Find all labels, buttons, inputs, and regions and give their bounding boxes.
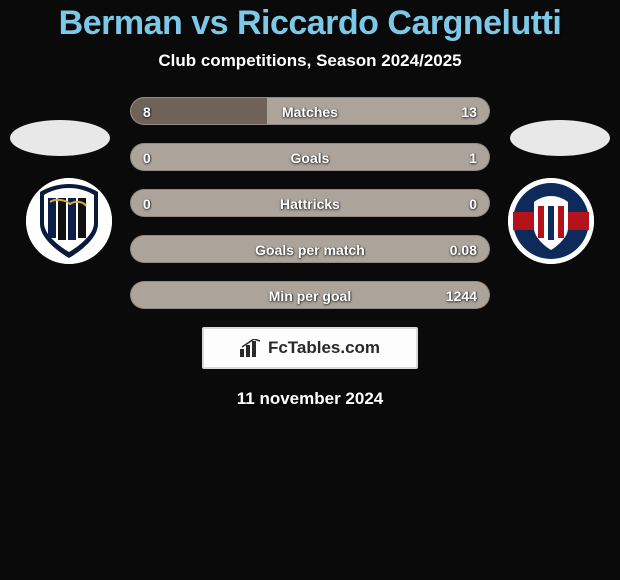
stat-row: Min per goal1244 <box>130 281 490 309</box>
brand-badge[interactable]: FcTables.com <box>202 327 418 369</box>
stat-row: Goals per match0.08 <box>130 235 490 263</box>
stat-label: Hattricks <box>131 190 489 217</box>
club-crest-right <box>508 178 594 264</box>
stat-row: 0Goals1 <box>130 143 490 171</box>
page-title: Berman vs Riccardo Cargnelutti <box>0 4 620 43</box>
stat-right-value: 1244 <box>446 282 477 309</box>
stat-label: Goals per match <box>131 236 489 263</box>
stat-row: 8Matches13 <box>130 97 490 125</box>
crotone-crest-icon <box>508 178 594 264</box>
subtitle: Club competitions, Season 2024/2025 <box>0 51 620 71</box>
flag-left <box>10 120 110 156</box>
stat-right-value: 1 <box>469 144 477 171</box>
stat-label: Matches <box>131 98 489 125</box>
stat-row: 0Hattricks0 <box>130 189 490 217</box>
bar-chart-icon <box>240 339 262 357</box>
stat-label: Min per goal <box>131 282 489 309</box>
stat-right-value: 0.08 <box>450 236 477 263</box>
comparison-card: Berman vs Riccardo Cargnelutti Club comp… <box>0 0 620 580</box>
stats-table: 8Matches130Goals10Hattricks0Goals per ma… <box>130 97 490 309</box>
brand-text: FcTables.com <box>268 338 380 358</box>
date-label: 11 november 2024 <box>0 389 620 409</box>
club-crest-left <box>26 178 112 264</box>
stat-right-value: 0 <box>469 190 477 217</box>
stat-right-value: 13 <box>461 98 477 125</box>
flag-right <box>510 120 610 156</box>
latina-crest-icon <box>26 178 112 264</box>
stat-label: Goals <box>131 144 489 171</box>
